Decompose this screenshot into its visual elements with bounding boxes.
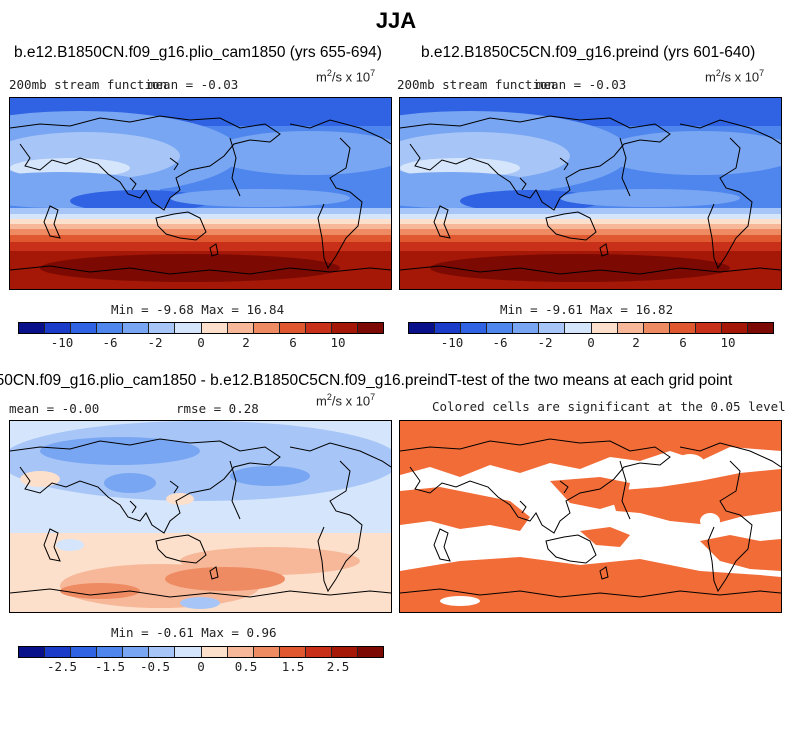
colorbar-tick: 0.5: [234, 659, 258, 674]
colorbar-bin: [358, 647, 384, 657]
colorbar-tick: -10: [50, 335, 74, 350]
mean-label-top-right: mean = -0.03: [536, 77, 627, 92]
significance-field: [400, 421, 781, 612]
colorbar-bin: [539, 323, 566, 333]
colorbar-bin: [123, 647, 150, 657]
colorbar-bin: [617, 323, 644, 333]
colorbar-bin: [71, 647, 98, 657]
panel-title-top-left: b.e12.B1850CN.f09_g16.plio_cam1850 (yrs …: [14, 44, 382, 61]
colorbar-tick: 2: [632, 335, 640, 350]
units-label-top-left: m2/s x 107: [316, 68, 376, 85]
map-top-left: [9, 97, 392, 290]
colorbar-bin: [591, 323, 618, 333]
colorbar-bin: [513, 323, 540, 333]
minmax-top-left: Min = -9.68 Max = 16.84: [111, 302, 285, 317]
panel-title-top-right: b.e12.B1850C5CN.f09_g16.preind (yrs 601-…: [421, 44, 756, 61]
colorbar-bin: [227, 647, 254, 657]
colorbar-bin: [175, 647, 202, 657]
colorbar-bin: [721, 323, 749, 333]
colorbar-bin: [409, 323, 436, 333]
minmax-bottom-left: Min = -0.61 Max = 0.96: [111, 625, 277, 640]
colorbar-bin: [19, 323, 46, 333]
units-label-bottom-left: m2/s x 107: [316, 392, 376, 409]
variable-label-top-right: 200mb stream function: [397, 77, 556, 92]
coastlines: [400, 438, 781, 598]
colorbar-bin: [461, 323, 488, 333]
map-bottom-right: [399, 420, 782, 613]
coastlines: [10, 115, 391, 275]
colorbar-bin: [97, 647, 124, 657]
colorbar-bin: [331, 647, 359, 657]
colorbar-bin: [201, 323, 228, 333]
colorbar-bin: [227, 323, 254, 333]
colorbar-bin: [305, 323, 332, 333]
panel-title-bottom-right: T-test of the two means at each grid poi…: [448, 372, 733, 389]
rmse-label-bottom-left: rmse = 0.28: [176, 401, 259, 416]
colorbar-tick: -10: [440, 335, 464, 350]
colorbar-top-right: [408, 322, 774, 334]
panel-title-bottom-left-wrap: b.e12.B1850CN.f09_g16.plio_cam1850 - b.e…: [0, 372, 448, 394]
colorbar-bin: [358, 323, 384, 333]
difference-field: [10, 421, 391, 612]
colorbar-tick: 0: [587, 335, 595, 350]
stream-field: [400, 98, 781, 289]
colorbar-tick: 2: [242, 335, 250, 350]
colorbar-top-left: [18, 322, 384, 334]
colorbar-bin: [71, 323, 98, 333]
colorbar-bin: [279, 647, 306, 657]
colorbar-bin: [669, 323, 696, 333]
colorbar-tick: 0: [197, 335, 205, 350]
colorbar-bin: [19, 647, 46, 657]
colorbar-bin: [643, 323, 670, 333]
units-label-top-right: m2/s x 107: [705, 68, 765, 85]
colorbar-tick: 10: [720, 335, 736, 350]
colorbar-bin: [149, 647, 176, 657]
colorbar-tick: 0: [197, 659, 205, 674]
colorbar-bin: [149, 323, 176, 333]
colorbar-bin: [305, 647, 332, 657]
colorbar-bin: [695, 323, 722, 333]
colorbar-bin: [565, 323, 592, 333]
colorbar-bin: [175, 323, 202, 333]
colorbar-bin: [279, 323, 306, 333]
colorbar-tick: -1.5: [94, 659, 126, 674]
colorbar-tick: 2.5: [326, 659, 350, 674]
significance-note: Colored cells are significant at the 0.0…: [432, 399, 786, 414]
colorbar-bin: [487, 323, 514, 333]
colorbar-bin: [253, 647, 280, 657]
colorbar-bin: [201, 647, 228, 657]
figure-title: JJA: [375, 8, 417, 33]
coastlines: [10, 438, 391, 598]
colorbar-bin: [123, 323, 150, 333]
map-top-right: [399, 97, 782, 290]
colorbar-bin: [748, 323, 774, 333]
colorbar-bin: [97, 323, 124, 333]
colorbar-tick: 6: [289, 335, 297, 350]
stream-field: [10, 98, 391, 289]
colorbar-tick: -0.5: [139, 659, 171, 674]
insignificant-gaps: [440, 454, 720, 606]
coastlines: [400, 115, 781, 275]
map-bottom-left: [9, 420, 392, 613]
colorbar-tick: -2.5: [46, 659, 78, 674]
colorbar-bin: [331, 323, 359, 333]
variable-label-top-left: 200mb stream function: [9, 77, 168, 92]
colorbar-tick: -2: [147, 335, 163, 350]
colorbar-bin: [45, 323, 72, 333]
colorbar-tick: 1.5: [281, 659, 305, 674]
colorbar-tick: -6: [102, 335, 118, 350]
mean-label-bottom-left: mean = -0.00: [9, 401, 100, 416]
panel-title-bottom-left: b.e12.B1850CN.f09_g16.plio_cam1850 - b.e…: [0, 372, 448, 389]
colorbar-tick: 6: [679, 335, 687, 350]
colorbar-bin: [45, 647, 72, 657]
colorbar-tick: 10: [330, 335, 346, 350]
colorbar-tick: -2: [537, 335, 553, 350]
colorbar-tick: -6: [492, 335, 508, 350]
colorbar-bin: [435, 323, 462, 333]
colorbar-bottom-left: [18, 646, 384, 658]
mean-label-top-left: mean = -0.03: [148, 77, 239, 92]
minmax-top-right: Min = -9.61 Max = 16.82: [500, 302, 674, 317]
colorbar-bin: [253, 323, 280, 333]
